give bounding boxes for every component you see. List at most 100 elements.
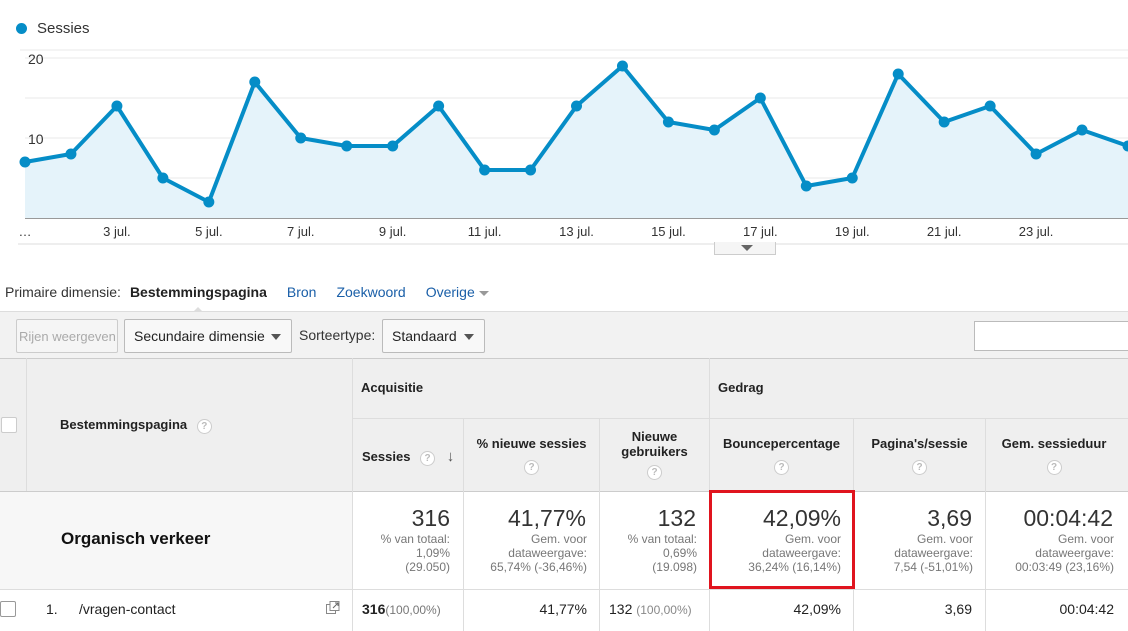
data-point <box>203 196 215 208</box>
dimension-other-label: Overige <box>425 284 475 300</box>
total-new-sessions-subtext: Gem. voor dataweergave: 65,74% (-36,46%) <box>490 532 587 574</box>
help-icon[interactable]: ? <box>420 451 436 466</box>
row-bounce-value: 42,09% <box>793 601 841 617</box>
pages-header-label: Pagina's/sessie <box>871 436 968 451</box>
sort-type-dropdown[interactable]: Standaard <box>382 319 485 353</box>
dimension-keyword-link[interactable]: Zoekwoord <box>336 284 406 300</box>
data-point <box>341 140 353 152</box>
sort-type-label: Sorteertype: <box>299 327 376 343</box>
chart-legend: Sessies <box>16 20 90 37</box>
help-icon[interactable]: ? <box>1046 460 1062 475</box>
x-tick-label: 3 jul. <box>103 224 130 239</box>
data-point <box>938 116 950 128</box>
new-sessions-column-header[interactable]: % nieuwe sessies ? <box>464 436 599 475</box>
data-point <box>157 172 169 184</box>
total-bounce-value: 42,09% <box>762 505 841 531</box>
sort-desc-arrow-icon: ↓ <box>446 448 455 465</box>
data-point <box>19 156 31 168</box>
secondary-dimension-label: Secundaire dimensie <box>134 328 265 344</box>
total-pages-subtext: Gem. voor dataweergave: 7,54 (-51,01%) <box>893 532 973 574</box>
duration-header-label: Gem. sessieduur <box>1001 436 1107 451</box>
x-tick-label: 19 jul. <box>835 224 870 239</box>
table-toolbar: Rijen weergeven Secundaire dimensie Sort… <box>0 311 1128 358</box>
row-index: 1. <box>46 601 58 617</box>
total-new-sessions-value: 41,77% <box>507 505 586 531</box>
primary-dimension-label: Primaire dimensie: <box>5 284 121 300</box>
chart-collapse-toggle[interactable] <box>714 242 776 255</box>
x-tick-label: … <box>19 224 32 239</box>
select-all-checkbox[interactable] <box>1 417 17 433</box>
bounce-column-header[interactable]: Bouncepercentage ? <box>710 436 853 475</box>
data-point <box>616 60 628 72</box>
data-point <box>708 124 720 136</box>
totals-label-area <box>0 491 353 589</box>
x-tick-label: 9 jul. <box>379 224 406 239</box>
sort-type-value: Standaard <box>392 328 457 344</box>
data-point <box>65 148 77 160</box>
data-point <box>111 100 123 112</box>
y-tick-label: 10 <box>28 131 44 147</box>
data-point <box>479 164 491 176</box>
data-point <box>846 172 858 184</box>
secondary-dimension-dropdown[interactable]: Secundaire dimensie <box>124 319 292 353</box>
y-tick-label: 20 <box>28 51 44 67</box>
landing-page-column-header[interactable]: Bestemmingspagina ? <box>60 417 212 434</box>
legend-label: Sessies <box>37 20 90 37</box>
dimension-landing-page[interactable]: Bestemmingspagina <box>129 284 267 314</box>
total-duration-subtext: Gem. voor dataweergave: 00:03:49 (23,16%) <box>1015 532 1114 574</box>
acquisition-group-header: Acquisitie <box>361 380 424 395</box>
chevron-down-icon <box>271 334 281 340</box>
row-new-sessions-value: 41,77% <box>539 601 587 617</box>
x-tick-label: 17 jul. <box>743 224 778 239</box>
data-point <box>800 180 812 192</box>
new-users-header-line1: Nieuwe <box>631 429 678 444</box>
table-search-input[interactable] <box>974 321 1128 351</box>
row-pages-value: 3,69 <box>944 601 972 617</box>
total-sessions-value: 316 <box>411 505 450 531</box>
bounce-highlight-box <box>709 490 855 589</box>
data-point <box>1030 148 1042 160</box>
bounce-header-label: Bouncepercentage <box>722 436 841 451</box>
primary-dimension-bar: Primaire dimensie: Bestemmingspagina Bro… <box>5 284 509 314</box>
open-page-icon[interactable] <box>326 601 340 614</box>
totals-label: Organisch verkeer <box>61 529 211 548</box>
avg-session-duration-column-header[interactable]: Gem. sessieduur ? <box>986 436 1122 475</box>
data-point <box>754 92 766 104</box>
x-tick-label: 5 jul. <box>195 224 222 239</box>
row-checkbox[interactable] <box>0 601 16 617</box>
chart-svg: 20 10 … 3 jul. 5 jul. 7 jul. 9 jul. 11 jul. 13 j… <box>18 49 1128 245</box>
chevron-down-icon <box>478 290 489 296</box>
series-area <box>25 66 1128 218</box>
help-icon[interactable]: ? <box>196 419 212 434</box>
help-icon[interactable]: ? <box>524 460 539 475</box>
new-users-header-line2: gebruikers <box>621 444 688 459</box>
row-landing-page-link[interactable]: /vragen-contact <box>79 601 176 617</box>
show-rows-button[interactable]: Rijen weergeven <box>16 319 118 353</box>
x-tick-label: 15 jul. <box>651 224 686 239</box>
data-point <box>1122 140 1128 152</box>
total-new-users-subtext: % van totaal: 0,69% (19.098) <box>627 532 697 574</box>
total-sessions-subtext: % van totaal: 1,09% (29.050) <box>380 532 450 574</box>
row-new-users-value: 132 (100,00%) <box>609 601 692 617</box>
data-point <box>433 100 445 112</box>
chevron-down-icon <box>464 334 474 340</box>
help-icon[interactable]: ? <box>774 460 789 475</box>
landing-page-header-label: Bestemmingspagina <box>60 417 188 432</box>
sessions-header-label: Sessies <box>362 449 411 464</box>
sessions-column-header[interactable]: Sessies ? ↓ <box>362 448 454 466</box>
x-tick-label: 23 jul. <box>1019 224 1054 239</box>
data-point <box>387 140 399 152</box>
data-point <box>249 76 261 88</box>
data-point <box>525 164 537 176</box>
pages-per-session-column-header[interactable]: Pagina's/sessie ? <box>854 436 985 475</box>
x-tick-label: 7 jul. <box>287 224 314 239</box>
dimension-source-link[interactable]: Bron <box>286 284 317 300</box>
help-icon[interactable]: ? <box>647 465 662 480</box>
data-point <box>892 68 904 80</box>
dimension-other-dropdown[interactable]: Overige <box>426 284 489 300</box>
data-point <box>295 132 307 144</box>
new-users-column-header[interactable]: Nieuwe gebruikers ? <box>600 429 709 480</box>
help-icon[interactable]: ? <box>912 460 927 475</box>
behavior-group-header: Gedrag <box>718 380 764 395</box>
data-point <box>1076 124 1088 136</box>
